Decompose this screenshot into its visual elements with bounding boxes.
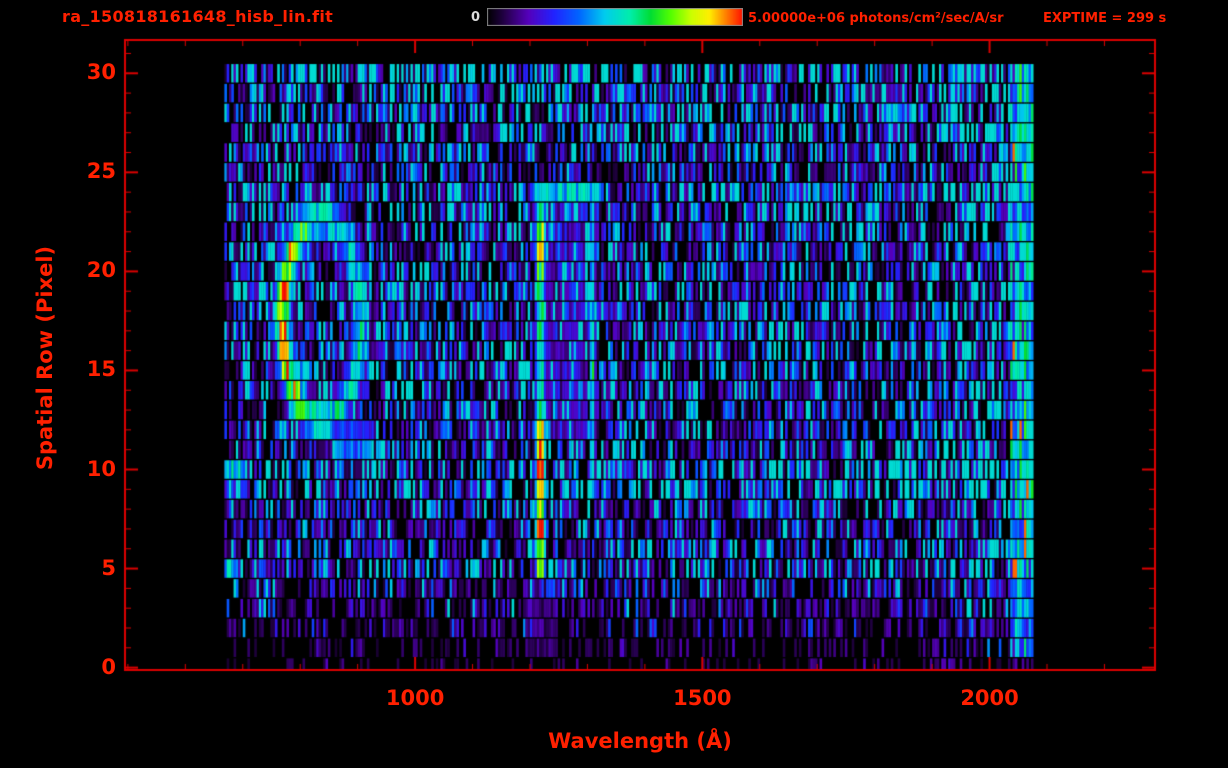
y-tick-label: 10 [86, 456, 116, 481]
x-tick-label: 1500 [673, 686, 732, 710]
y-tick-label: 20 [86, 258, 116, 283]
y-axis-label: Spatial Row (Pixel) [33, 245, 57, 471]
y-tick-label: 25 [86, 159, 116, 184]
y-tick-label: 0 [101, 654, 116, 679]
y-tick-label: 15 [86, 357, 116, 382]
x-tick-label: 1000 [385, 686, 445, 710]
colorbar-gradient [487, 8, 743, 26]
exptime-label: EXPTIME = 299 s [1043, 11, 1167, 26]
x-axis-label: Wavelength (Å) [548, 729, 732, 753]
colorbar-max-label: 5.00000e+06 photons/cm²/sec/A/sr [748, 11, 1004, 26]
figure-title: ra_150818161648_hisb_lin.fit [62, 7, 334, 26]
y-tick-label: 5 [101, 555, 116, 580]
y-tick-label: 30 [86, 60, 116, 85]
colorbar-min-label: 0 [470, 10, 480, 25]
x-tick-label: 2000 [960, 686, 1019, 710]
